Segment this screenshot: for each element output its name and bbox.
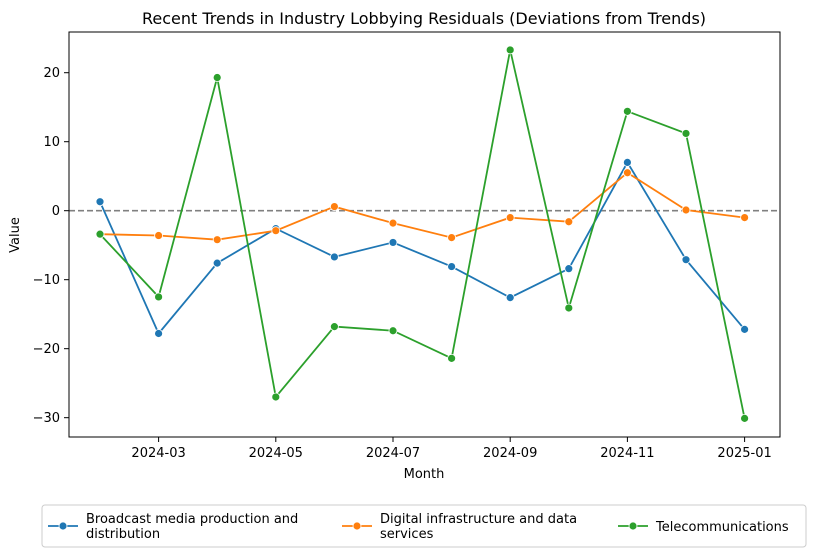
- data-point: [623, 106, 632, 116]
- data-point: [95, 229, 105, 239]
- series-2: [95, 45, 749, 423]
- legend-marker: [628, 521, 638, 531]
- y-tick-label: −20: [33, 342, 60, 357]
- data-point: [681, 255, 691, 265]
- series-line: [99, 171, 745, 241]
- data-point: [623, 168, 632, 178]
- series-1: [95, 168, 749, 245]
- x-tick-label: 2024-09: [483, 446, 537, 461]
- y-tick-label: 20: [43, 66, 60, 81]
- data-point: [447, 262, 457, 271]
- data-point: [154, 329, 164, 338]
- y-axis-label: Value: [8, 217, 23, 253]
- x-tick-label: 2024-03: [131, 446, 185, 461]
- data-point: [740, 213, 749, 222]
- data-point: [212, 73, 222, 82]
- data-point: [740, 324, 749, 334]
- data-point: [564, 217, 574, 227]
- data-point: [564, 303, 574, 313]
- data-point: [154, 292, 164, 302]
- data-point: [95, 197, 105, 207]
- data-point: [447, 353, 457, 363]
- plot-area: [69, 45, 780, 423]
- data-point: [623, 158, 632, 167]
- legend-label: Digital infrastructure and data: [380, 512, 577, 527]
- data-point: [329, 202, 339, 211]
- y-tick-label: 0: [52, 204, 60, 219]
- data-point: [681, 129, 691, 138]
- legend-label: Telecommunications: [655, 520, 789, 535]
- data-point: [447, 233, 457, 243]
- legend-label: distribution: [86, 527, 160, 542]
- data-point: [388, 218, 398, 228]
- x-tick-label: 2024-11: [600, 446, 654, 461]
- x-axis: 2024-03 2024-05 2024-07 2024-09 2024-11 2025-…: [131, 437, 772, 461]
- legend-marker: [58, 521, 68, 531]
- y-tick-label: −30: [33, 411, 60, 426]
- legend-label: services: [380, 527, 434, 542]
- data-point: [154, 231, 164, 240]
- data-point: [212, 258, 222, 268]
- data-point: [212, 235, 222, 245]
- series-line: [99, 160, 746, 336]
- chart-title: Recent Trends in Industry Lobbying Resid…: [142, 9, 706, 28]
- y-axis: 20 10 0 −10 −20 −30: [33, 66, 69, 426]
- data-point: [505, 293, 515, 303]
- x-tick-label: 2024-07: [366, 446, 420, 461]
- x-tick-label: 2025-01: [717, 446, 771, 461]
- legend-label: Broadcast media production and: [86, 512, 298, 527]
- legend-item-2: Telecommunications: [618, 520, 789, 535]
- y-tick-label: −10: [33, 273, 60, 288]
- x-axis-label: Month: [404, 467, 445, 482]
- data-point: [271, 226, 281, 236]
- data-point: [681, 205, 691, 215]
- data-point: [388, 326, 398, 336]
- legend-marker: [352, 521, 362, 531]
- data-point: [329, 252, 339, 262]
- data-point: [505, 45, 515, 55]
- data-point: [388, 238, 398, 247]
- data-point: [740, 413, 749, 423]
- legend: Broadcast media production anddistributi…: [41, 504, 807, 548]
- x-tick-label: 2024-05: [249, 446, 303, 461]
- data-point: [505, 213, 515, 222]
- plot-frame: [68, 31, 781, 438]
- legend-item-0: Broadcast media production anddistributi…: [48, 512, 298, 542]
- series-0: [95, 158, 749, 338]
- y-tick-label: 10: [43, 135, 60, 150]
- data-point: [271, 392, 281, 402]
- series-line: [99, 49, 746, 419]
- legend-frame: [41, 504, 807, 548]
- data-point: [564, 264, 574, 274]
- data-point: [329, 322, 339, 332]
